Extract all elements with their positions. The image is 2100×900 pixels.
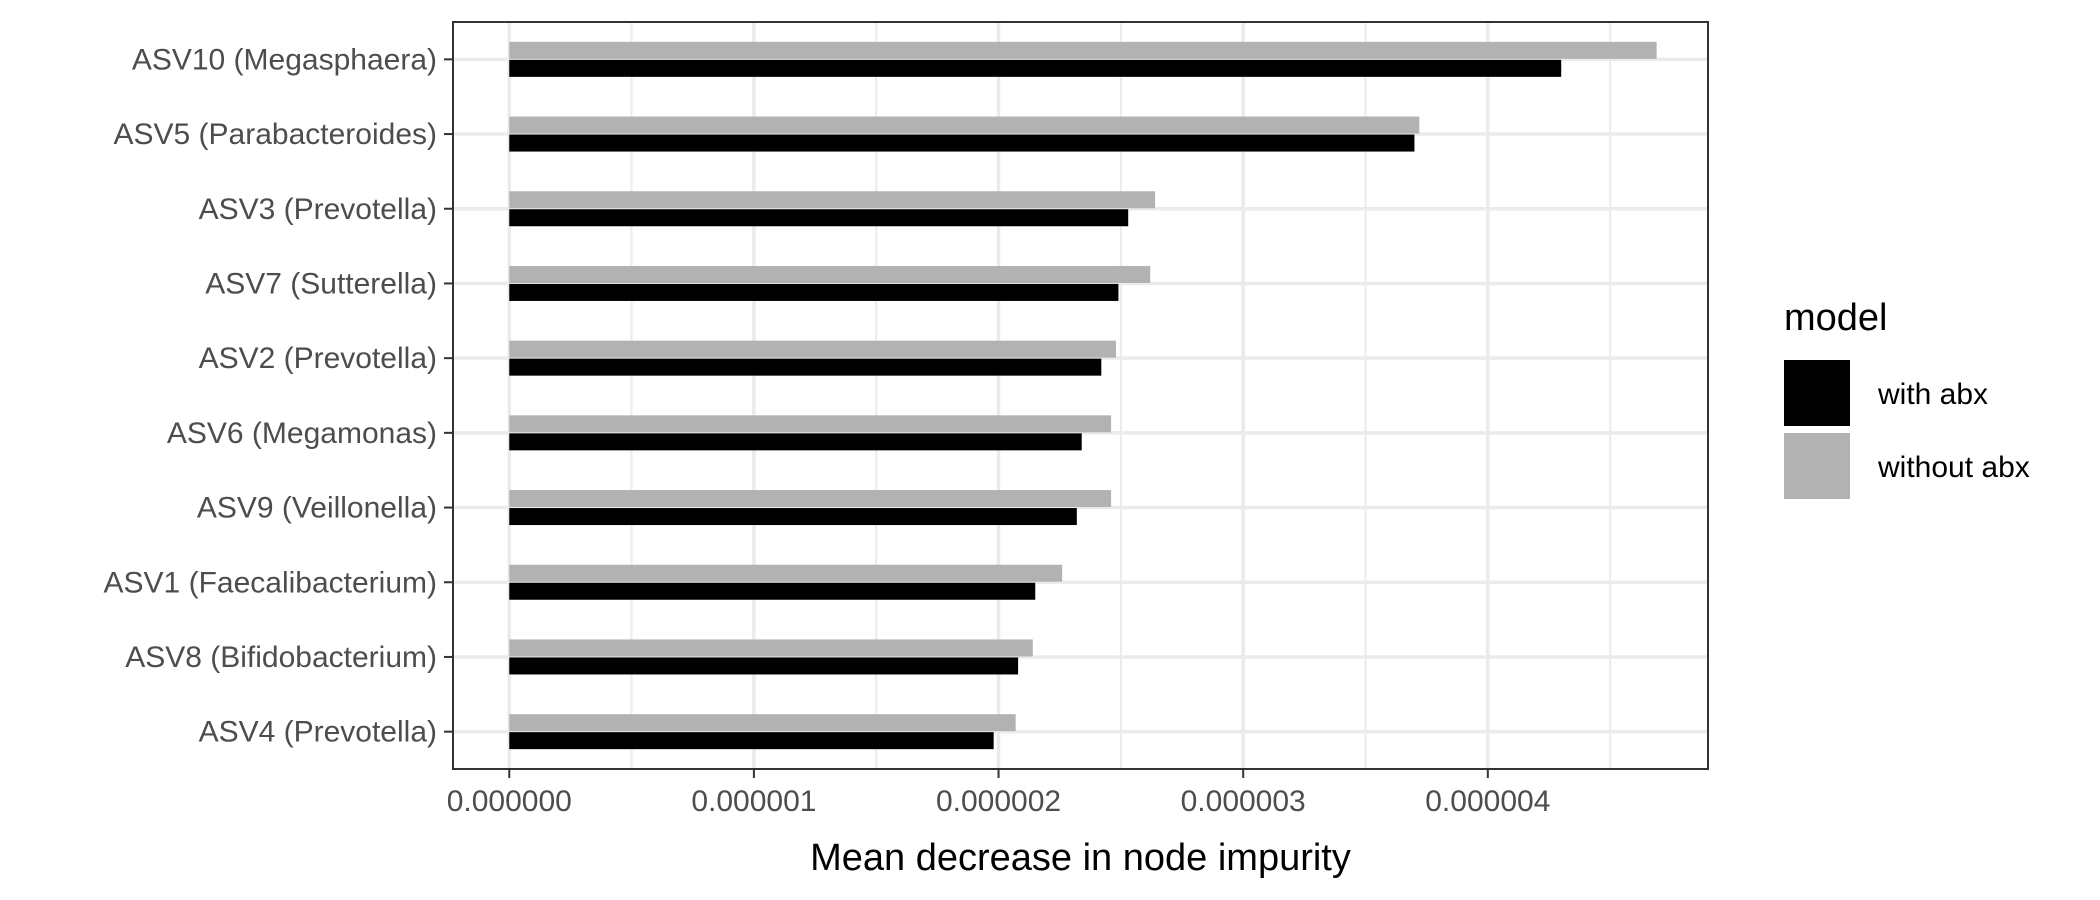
y-tick-label: ASV4 (Prevotella) bbox=[199, 716, 437, 749]
y-tick-label: ASV8 (Bifidobacterium) bbox=[125, 641, 437, 674]
y-tick-label: ASV2 (Prevotella) bbox=[199, 342, 437, 375]
bars bbox=[509, 41, 1657, 750]
bar-with-abx-3 bbox=[509, 209, 1129, 227]
legend-key-without-abx bbox=[1784, 433, 1850, 499]
bar-without-abx-10 bbox=[509, 714, 1016, 732]
y-tick-label: ASV9 (Veillonella) bbox=[197, 492, 437, 525]
bar-without-abx-5 bbox=[509, 340, 1116, 358]
x-tick-label: 0.000004 bbox=[1425, 785, 1550, 818]
legend-label-without-abx: without abx bbox=[1877, 451, 2030, 484]
y-tick-label: ASV1 (Faecalibacterium) bbox=[104, 566, 437, 599]
legend-label-with-abx: with abx bbox=[1877, 378, 1988, 411]
x-tick-label: 0.000002 bbox=[936, 785, 1061, 818]
bar-with-abx-8 bbox=[509, 582, 1036, 600]
bar-with-abx-2 bbox=[509, 134, 1415, 152]
bar-without-abx-1 bbox=[509, 41, 1657, 59]
bar-without-abx-4 bbox=[509, 265, 1151, 283]
y-tick-label: ASV5 (Parabacteroides) bbox=[114, 118, 438, 151]
bar-with-abx-1 bbox=[509, 59, 1562, 77]
bar-without-abx-3 bbox=[509, 191, 1156, 209]
x-tick-label: 0.000000 bbox=[447, 785, 572, 818]
x-axis: 0.000000 0.000001 0.000002 0.000003 0.000004 bbox=[447, 769, 1550, 818]
bar-with-abx-4 bbox=[509, 283, 1119, 301]
bar-without-abx-8 bbox=[509, 564, 1063, 582]
legend-key-with-abx bbox=[1784, 360, 1850, 426]
x-tick-label: 0.000001 bbox=[691, 785, 816, 818]
y-axis: ASV10 (Megasphaera) ASV5 (Parabacteroides… bbox=[104, 43, 453, 749]
y-tick-label: ASV7 (Sutterella) bbox=[205, 267, 437, 300]
bar-with-abx-10 bbox=[509, 732, 994, 750]
bar-without-abx-6 bbox=[509, 415, 1112, 433]
bar-with-abx-5 bbox=[509, 358, 1102, 376]
y-tick-label: ASV6 (Megamonas) bbox=[167, 417, 437, 450]
y-tick-label: ASV3 (Prevotella) bbox=[199, 193, 437, 226]
x-tick-label: 0.000003 bbox=[1181, 785, 1306, 818]
bar-without-abx-2 bbox=[509, 116, 1420, 134]
major-gridlines bbox=[453, 22, 1708, 769]
bar-with-abx-9 bbox=[509, 657, 1019, 675]
panel-border bbox=[452, 21, 1709, 770]
bar-with-abx-7 bbox=[509, 508, 1077, 526]
bar-with-abx-6 bbox=[509, 433, 1082, 451]
y-tick-label: ASV10 (Megasphaera) bbox=[132, 43, 437, 76]
legend-title: model bbox=[1784, 297, 1888, 339]
bar-without-abx-9 bbox=[509, 639, 1033, 657]
x-axis-title: Mean decrease in node impurity bbox=[810, 837, 1351, 879]
bar-without-abx-7 bbox=[509, 490, 1112, 508]
legend: model with abx without abx bbox=[1784, 297, 2030, 499]
